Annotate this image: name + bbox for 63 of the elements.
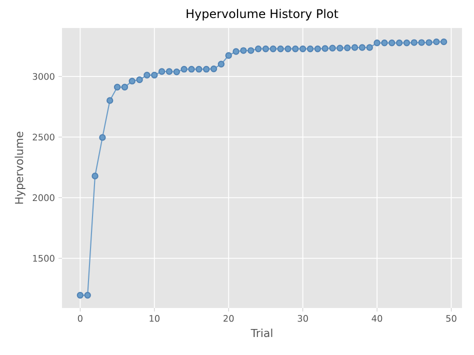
point (166, 68, 173, 75)
point (92, 172, 98, 180)
point (314, 45, 322, 52)
point (322, 45, 328, 52)
point (433, 38, 440, 46)
point (225, 52, 232, 59)
point (440, 38, 448, 46)
point (284, 45, 292, 52)
point (84, 292, 91, 299)
x-tick-label: 0 (78, 315, 82, 322)
point (410, 39, 418, 46)
point (329, 44, 336, 52)
y-tick-label: 2000 (32, 194, 54, 202)
point (426, 39, 432, 46)
point (254, 45, 262, 52)
chart-title: Hypervolume History Plot (186, 8, 338, 20)
point (396, 40, 403, 46)
point (144, 72, 150, 78)
point (202, 66, 210, 73)
point (210, 65, 218, 72)
point (270, 45, 276, 52)
y-tick-label: 3000 (32, 73, 54, 80)
x-tick-label: 40 (372, 315, 382, 322)
y-tick-label: 1500 (33, 254, 54, 262)
point (106, 97, 114, 104)
point (292, 45, 299, 52)
point (381, 40, 388, 46)
point (128, 78, 136, 84)
point (196, 66, 202, 73)
point (418, 39, 425, 46)
point (240, 47, 247, 54)
point (180, 66, 188, 73)
point (299, 45, 306, 52)
x-tick-label: 10 (150, 315, 160, 322)
point (76, 292, 84, 299)
point (188, 66, 195, 73)
point (158, 68, 166, 75)
point (306, 45, 314, 52)
point (151, 72, 158, 78)
y-axis-title: Hypervolume (14, 132, 26, 204)
point (136, 76, 143, 84)
point (99, 134, 106, 141)
x-tick-label: 30 (298, 315, 308, 322)
point (173, 68, 180, 76)
point (344, 44, 351, 52)
point (277, 45, 284, 52)
point (336, 44, 344, 52)
x-axis-title: Trial (250, 328, 272, 338)
point (218, 60, 225, 68)
point (351, 44, 358, 51)
point (248, 47, 254, 54)
point (114, 84, 121, 90)
point (262, 45, 270, 52)
y-tick-label: 2500 (32, 134, 54, 140)
point (374, 40, 380, 46)
x-tick-label: 50 (446, 315, 456, 322)
x-tick-label: 20 (224, 315, 234, 322)
point (403, 40, 410, 46)
point (366, 44, 373, 51)
point (121, 84, 128, 90)
point (388, 40, 396, 46)
point (232, 48, 240, 55)
point (358, 44, 366, 51)
